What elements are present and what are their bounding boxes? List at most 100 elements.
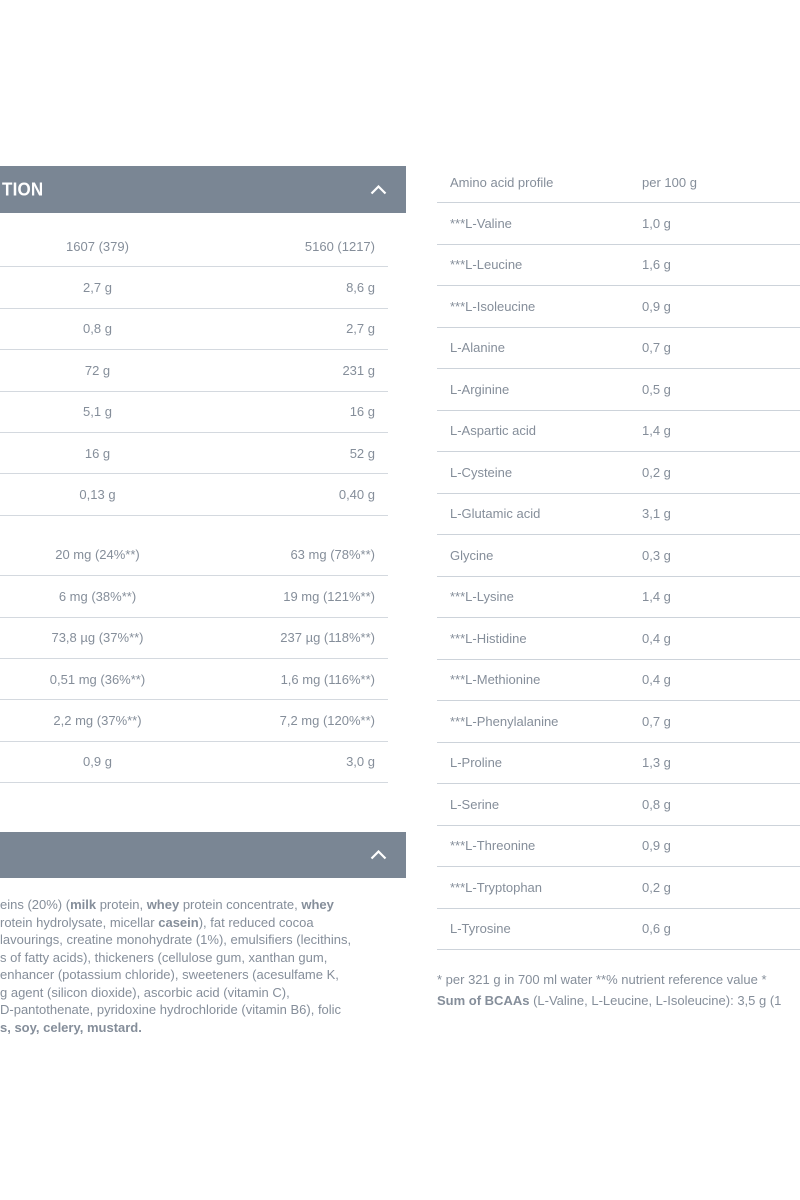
table-row: 0,9 g 3,0 g xyxy=(0,742,388,784)
ingredients-line: D-pantothenate, pyridoxine hydrochloride… xyxy=(0,1001,402,1019)
table-row: L-Arginine 0,5 g xyxy=(437,369,800,411)
table-row: ***L-Leucine 1,6 g xyxy=(437,245,800,286)
chevron-up-icon[interactable] xyxy=(370,184,387,195)
amino-value-cell: 0,6 g xyxy=(642,921,671,937)
amino-value-cell: 1,4 g xyxy=(642,589,671,605)
amino-header-label: Amino acid profile xyxy=(450,175,554,190)
cell-per-portion: 16 g xyxy=(349,404,375,420)
ingredients-line: enhancer (potassium chloride), sweetener… xyxy=(0,966,402,984)
bold-text-segment: milk xyxy=(70,897,97,912)
chevron-up-icon[interactable] xyxy=(370,850,387,860)
table-row: L-Aspartic acid 1,4 g xyxy=(437,411,800,452)
table-row: ***L-Phenylalanine 0,7 g xyxy=(437,701,800,743)
cell-per-100g: 5,1 g xyxy=(83,404,112,420)
footnote-serving-info: * per 321 g in 700 ml water **% nutrient… xyxy=(437,972,767,987)
amino-name-cell: ***L-Phenylalanine xyxy=(450,713,559,729)
table-row: 2,2 mg (37%**) 7,2 mg (120%**) xyxy=(0,700,388,742)
table-row: 72 g 231 g xyxy=(0,350,388,392)
cell-per-100g: 0,8 g xyxy=(83,321,112,337)
ingredients-accordion-header[interactable] xyxy=(0,832,406,878)
bold-text-segment: Sum of BCAAs xyxy=(437,993,530,1008)
amino-value-cell: 0,4 g xyxy=(642,672,671,688)
amino-value-cell: 0,5 g xyxy=(642,381,671,397)
cell-per-100g: 73,8 µg (37%**) xyxy=(51,630,144,646)
amino-name-cell: L-Arginine xyxy=(450,381,510,397)
table-row: L-Proline 1,3 g xyxy=(437,743,800,784)
cell-per-portion: 52 g xyxy=(349,445,375,461)
amino-value-cell: 0,9 g xyxy=(642,298,671,314)
text-segment: eins (20%) ( xyxy=(0,897,71,912)
table-row: Glycine 0,3 g xyxy=(437,535,800,577)
amino-value-cell: 0,4 g xyxy=(642,630,671,646)
amino-name-cell: Glycine xyxy=(450,547,494,563)
amino-value-cell: 1,6 g xyxy=(642,257,671,273)
text-segment: D-pantothenate, pyridoxine hydrochloride… xyxy=(0,1002,342,1017)
amino-value-cell: 0,7 g xyxy=(642,340,671,356)
amino-name-cell: L-Alanine xyxy=(450,340,505,356)
cell-per-100g: 16 g xyxy=(84,445,111,461)
cell-per-portion: 5160 (1217) xyxy=(304,238,375,254)
amino-name-cell: ***L-Histidine xyxy=(450,630,527,646)
cell-per-portion: 8,6 g xyxy=(346,280,375,296)
cell-per-portion: 231 g xyxy=(342,362,375,378)
cell-per-100g: 0,13 g xyxy=(79,487,116,503)
bold-text-segment: casein xyxy=(158,914,199,930)
amino-name-cell: ***L-Leucine xyxy=(450,257,523,273)
table-row: ***L-Tryptophan 0,2 g xyxy=(437,867,800,909)
table-row: 0,13 g 0,40 g xyxy=(0,474,388,516)
cell-per-portion: 7,2 mg (120%**) xyxy=(279,712,375,728)
amino-name-cell: L-Tyrosine xyxy=(450,921,511,937)
ingredients-line: s of fatty acids), thickeners (cellulose… xyxy=(0,949,402,967)
ingredients-text-block: eins (20%) (milk protein, whey protein c… xyxy=(0,896,402,1036)
table-row: 1607 (379) 5160 (1217) xyxy=(0,226,388,268)
table-row: ***L-Valine 1,0 g xyxy=(437,203,800,245)
ingredients-line: g agent (silicon dioxide), ascorbic acid… xyxy=(0,984,402,1002)
text-segment: enhancer (potassium chloride), sweetener… xyxy=(0,967,339,982)
ingredients-line: lavourings, creatine monohydrate (1%), e… xyxy=(0,931,402,949)
amino-footnotes: * per 321 g in 700 ml water **% nutrient… xyxy=(437,950,800,1011)
nutrition-accordion-header[interactable]: TION xyxy=(0,166,406,213)
amino-name-cell: ***L-Methionine xyxy=(450,672,541,688)
text-segment: rotein hydrolysate, micellar xyxy=(0,914,159,930)
amino-value-cell: 0,7 g xyxy=(642,713,671,729)
amino-value-cell: 0,9 g xyxy=(642,838,671,854)
cell-per-portion: 237 µg (118%**) xyxy=(280,630,375,646)
nutrition-panel: TION 1607 (379) 5160 (1217) 2,7 g 8,6 g 0,8 … xyxy=(0,166,406,784)
nutrition-table: 1607 (379) 5160 (1217) 2,7 g 8,6 g 0,8 g 2,7 … xyxy=(0,213,388,784)
table-row: L-Alanine 0,7 g xyxy=(437,328,800,369)
cell-per-100g: 0,51 mg (36%**) xyxy=(49,671,146,687)
table-row: 0,8 g 2,7 g xyxy=(0,309,388,351)
amino-value-cell: 1,3 g xyxy=(642,755,671,771)
cell-per-100g: 2,2 mg (37%**) xyxy=(53,712,142,728)
text-segment: g agent (silicon dioxide), ascorbic acid… xyxy=(0,984,290,1000)
text-segment: protein, xyxy=(96,897,147,912)
table-row: ***L-Isoleucine 0,9 g xyxy=(437,286,800,328)
ingredients-line: eins (20%) (milk protein, whey protein c… xyxy=(0,896,402,914)
cell-per-100g: 20 mg (24%**) xyxy=(55,547,140,563)
amino-name-cell: ***L-Isoleucine xyxy=(450,298,536,314)
amino-table-rows: ***L-Valine 1,0 g ***L-Leucine 1,6 g ***L-Is… xyxy=(437,203,800,950)
cell-per-portion: 63 mg (78%**) xyxy=(290,547,375,563)
table-row: ***L-Lysine 1,4 g xyxy=(437,577,800,618)
table-row: 0,51 mg (36%**) 1,6 mg (116%**) xyxy=(0,659,388,701)
amino-value-cell: 0,8 g xyxy=(642,796,671,812)
table-row: L-Glutamic acid 3,1 g xyxy=(437,494,800,535)
table-row: 5,1 g 16 g xyxy=(0,392,388,433)
table-row: 2,7 g 8,6 g xyxy=(0,267,388,309)
cell-per-100g: 2,7 g xyxy=(83,280,112,296)
table-row: ***L-Histidine 0,4 g xyxy=(437,618,800,660)
table-row: 16 g 52 g xyxy=(0,433,388,475)
cell-per-portion: 0,40 g xyxy=(338,487,375,503)
table-row: L-Serine 0,8 g xyxy=(437,784,800,826)
footnote-bcaa-sum: Sum of BCAAs (L-Valine, L-Leucine, L-Iso… xyxy=(437,990,800,1011)
table-row: ***L-Methionine 0,4 g xyxy=(437,660,800,701)
cell-per-100g: 0,9 g xyxy=(83,754,112,770)
nutrition-rows-micronutrients: 20 mg (24%**) 63 mg (78%**) 6 mg (38%**) 19… xyxy=(0,535,388,784)
text-segment: lavourings, creatine monohydrate (1%), e… xyxy=(0,932,352,947)
table-row: 6 mg (38%**) 19 mg (121%**) xyxy=(0,576,388,618)
cell-per-portion: 19 mg (121%**) xyxy=(283,588,375,604)
bold-text-segment: s, soy, celery, mustard. xyxy=(0,1019,142,1035)
amino-name-cell: L-Serine xyxy=(450,796,500,812)
amino-name-cell: L-Cysteine xyxy=(450,464,513,480)
amino-name-cell: L-Aspartic acid xyxy=(450,423,536,439)
